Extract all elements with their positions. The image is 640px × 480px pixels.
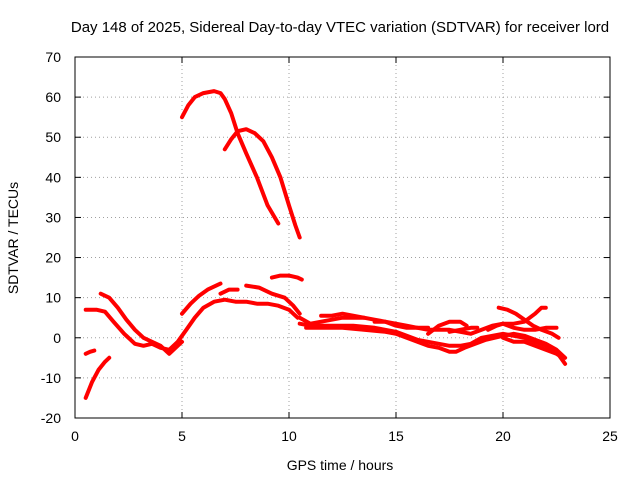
x-tick-label: 0: [71, 428, 79, 444]
series-line-track-9: [244, 283, 302, 316]
series-line-track-2: [83, 355, 112, 400]
series-line-track-6: [180, 89, 281, 226]
y-tick-label: 20: [45, 250, 61, 266]
series-line-track-15: [372, 319, 431, 330]
series-line-track-20: [501, 335, 565, 360]
y-tick-label: -20: [41, 410, 61, 426]
y-tick-label: 30: [45, 209, 61, 225]
series-line-track-3: [83, 297, 300, 352]
series-line-track-7: [222, 127, 302, 240]
y-tick-label: 50: [45, 129, 61, 145]
y-tick-label: 40: [45, 169, 61, 185]
series-line-track-13: [304, 325, 568, 360]
x-axis-label: GPS time / hours: [287, 457, 394, 473]
series-line-track-18: [486, 305, 548, 332]
x-tick-label: 10: [281, 428, 297, 444]
grid: [75, 57, 610, 418]
y-tick-label: 10: [45, 290, 61, 306]
x-tick-label: 25: [602, 428, 618, 444]
series-line-track-5: [180, 281, 223, 316]
x-tick-label: 15: [388, 428, 404, 444]
plot-frame: [74, 56, 611, 419]
axes: [74, 56, 611, 419]
series-line-track-17: [447, 325, 480, 334]
x-tick-label: 20: [495, 428, 511, 444]
series-line-track-1: [83, 348, 97, 356]
series-line-track-19: [496, 305, 561, 340]
tick-labels: 0 5 10 15 20 25 -20 -10 0 10 20 30 40 50 60 70: [41, 49, 618, 444]
chart-title: Day 148 of 2025, Sidereal Day-to-day VTE…: [71, 19, 609, 36]
series-line-track-4: [98, 291, 184, 356]
series-group: [83, 89, 568, 400]
series-line-track-14: [319, 311, 366, 320]
y-tick-label: 0: [53, 330, 61, 346]
x-tick-label: 5: [178, 428, 186, 444]
y-axis-label: SDTVAR / TECUs: [5, 182, 21, 294]
series-line-track-8: [218, 287, 240, 296]
series-line-track-16: [426, 319, 469, 336]
y-tick-label: 70: [45, 49, 61, 65]
series-line-track-10: [269, 273, 304, 282]
y-tick-label: -10: [41, 370, 61, 386]
y-tick-label: 60: [45, 89, 61, 105]
